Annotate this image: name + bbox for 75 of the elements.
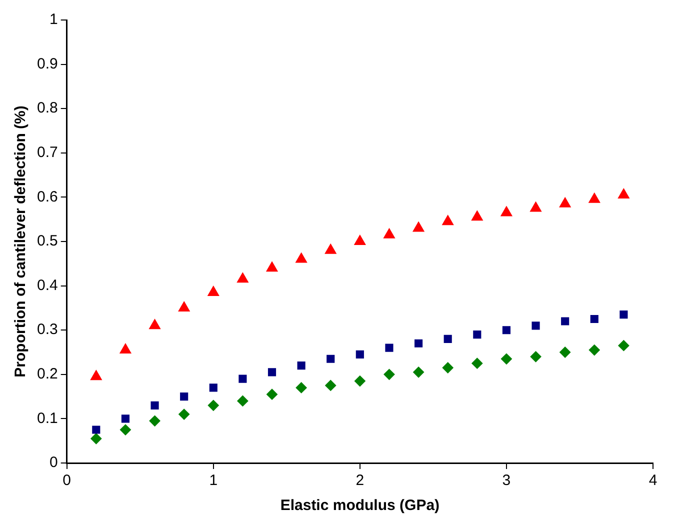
point <box>150 401 159 410</box>
point <box>268 368 276 376</box>
point <box>180 392 188 401</box>
x-tick-label: 3 <box>502 472 511 490</box>
point <box>297 362 306 370</box>
y-tick-label: 0.6 <box>36 188 58 206</box>
point <box>266 262 278 272</box>
y-tick-label: 1 <box>50 11 58 28</box>
y-tick-label: 0.5 <box>36 232 58 250</box>
point <box>354 235 366 245</box>
point <box>590 314 598 324</box>
point <box>326 354 335 363</box>
point <box>178 408 190 420</box>
y-tick-label: 0.7 <box>36 144 58 162</box>
point <box>384 228 395 238</box>
point <box>324 244 336 254</box>
point <box>208 400 219 411</box>
point <box>90 433 102 444</box>
point <box>120 344 132 354</box>
point <box>92 426 100 434</box>
point <box>471 210 483 221</box>
point <box>530 202 542 212</box>
point <box>208 286 220 296</box>
point <box>296 382 307 394</box>
point <box>385 344 394 352</box>
point <box>620 310 628 319</box>
point <box>442 362 454 374</box>
point <box>237 272 248 283</box>
point <box>149 415 160 426</box>
point <box>472 358 483 369</box>
y-tick-label: 0 <box>50 454 58 472</box>
point <box>530 351 542 362</box>
y-tick-label: 0.8 <box>36 100 58 117</box>
point <box>588 192 600 203</box>
y-tick-label: 0.4 <box>36 276 58 294</box>
point <box>238 374 247 383</box>
point <box>500 353 512 364</box>
point <box>560 346 571 358</box>
point <box>502 326 510 334</box>
point <box>149 319 160 330</box>
point <box>237 395 248 406</box>
y-tick-label: 0.9 <box>36 55 58 72</box>
point <box>413 366 424 378</box>
point <box>588 344 600 356</box>
point <box>121 414 130 423</box>
y-tick-label: 0.1 <box>36 410 58 427</box>
point <box>209 384 218 392</box>
x-tick-label: 4 <box>648 472 658 490</box>
point <box>559 197 571 208</box>
x-tick-label: 0 <box>62 472 72 490</box>
point <box>384 368 395 380</box>
x-tick-label: 2 <box>356 472 364 490</box>
point <box>325 380 336 391</box>
y-axis-title: Proportion of cantilever deflection (%) <box>12 106 30 378</box>
point <box>266 388 278 400</box>
point <box>414 339 423 348</box>
point <box>296 252 308 263</box>
point <box>561 317 570 326</box>
x-tick-label: 1 <box>209 472 218 490</box>
point <box>532 322 540 330</box>
point <box>444 334 452 343</box>
point <box>442 215 454 226</box>
point <box>618 340 630 352</box>
point <box>500 206 512 216</box>
y-tick-label: 0.3 <box>36 321 58 338</box>
point <box>473 330 482 339</box>
point <box>618 188 630 198</box>
x-axis-title: Elastic modulus (GPa) <box>280 497 440 514</box>
point <box>354 376 366 387</box>
point <box>356 350 364 358</box>
point <box>178 301 190 312</box>
y-tick-label: 0.2 <box>36 366 58 383</box>
point <box>412 222 424 232</box>
point <box>90 370 102 380</box>
point <box>120 424 131 436</box>
